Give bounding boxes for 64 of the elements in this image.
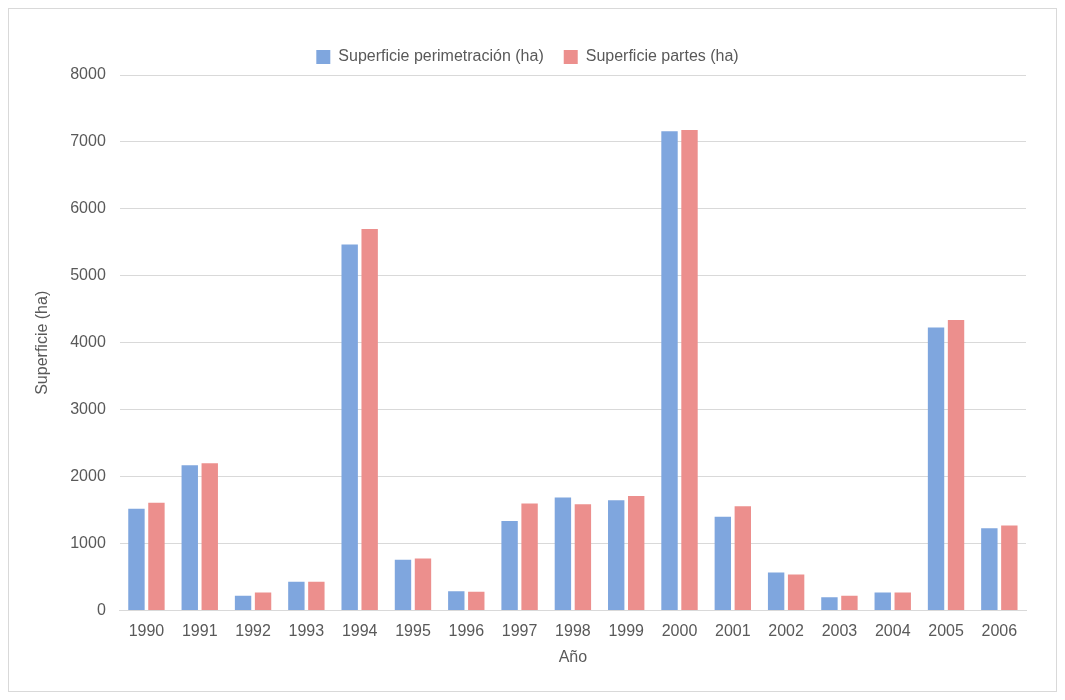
bar — [554, 497, 572, 611]
x-tick-label: 1995 — [395, 621, 431, 639]
bar — [714, 516, 732, 611]
x-tick-label: 2005 — [928, 621, 964, 639]
bar — [1001, 525, 1018, 611]
bar — [821, 597, 838, 611]
bar — [947, 320, 965, 611]
x-tick-label: 2004 — [874, 621, 911, 639]
x-tick-label: 2003 — [821, 621, 858, 639]
x-tick-label: 1996 — [448, 621, 485, 639]
bar — [128, 508, 145, 611]
x-tick-label: 1991 — [181, 621, 218, 639]
bar — [661, 131, 678, 611]
y-tick-label: 5000 — [70, 266, 106, 284]
x-tick-label: 2000 — [661, 621, 698, 639]
legend-label: Superficie perimetración (ha) — [338, 47, 544, 65]
y-tick-label: 3000 — [70, 400, 106, 418]
y-tick-label: 1000 — [70, 534, 106, 552]
y-tick-label: 4000 — [70, 333, 106, 351]
y-tick-label: 7000 — [70, 132, 106, 150]
bar — [341, 244, 358, 611]
bar — [414, 558, 432, 611]
bar — [394, 559, 412, 611]
x-tick-label: 1999 — [608, 621, 645, 639]
bar — [874, 592, 891, 611]
bar — [308, 581, 325, 611]
bar — [841, 595, 858, 611]
y-tick-label: 0 — [96, 601, 106, 619]
y-tick-label: 2000 — [70, 467, 106, 485]
x-tick-label: 2006 — [981, 621, 1018, 639]
x-tick-label: 1990 — [128, 621, 165, 639]
legend-label: Superficie partes (ha) — [585, 47, 739, 65]
x-tick-label: 1994 — [341, 621, 378, 639]
bar — [361, 228, 378, 611]
x-tick-label: 1997 — [501, 621, 538, 639]
bar — [574, 504, 592, 611]
y-axis-title: Superficie (ha) — [33, 290, 51, 395]
bar — [734, 506, 752, 611]
bar — [628, 496, 645, 611]
bar — [767, 572, 785, 611]
x-tick-label: 2002 — [768, 621, 805, 639]
bar — [448, 591, 465, 611]
x-tick-label: 2001 — [715, 621, 751, 639]
bar — [787, 574, 805, 611]
bar — [608, 500, 625, 611]
bar — [148, 502, 165, 611]
bar — [468, 591, 485, 611]
x-tick-label: 1998 — [555, 621, 591, 639]
bar — [501, 520, 518, 611]
bar — [894, 592, 911, 611]
x-tick-label: 1993 — [288, 621, 325, 639]
y-tick-label: 6000 — [70, 199, 106, 217]
bar — [927, 327, 945, 611]
y-tick-label: 8000 — [70, 65, 106, 83]
bar — [201, 463, 218, 611]
bar — [254, 592, 272, 611]
bar — [681, 129, 698, 611]
bar — [521, 503, 538, 611]
bar — [181, 465, 198, 611]
bar — [288, 581, 305, 611]
x-tick-label: 1992 — [235, 621, 271, 639]
bar — [234, 595, 252, 611]
x-axis-title: Año — [558, 647, 588, 665]
bar — [981, 528, 998, 611]
